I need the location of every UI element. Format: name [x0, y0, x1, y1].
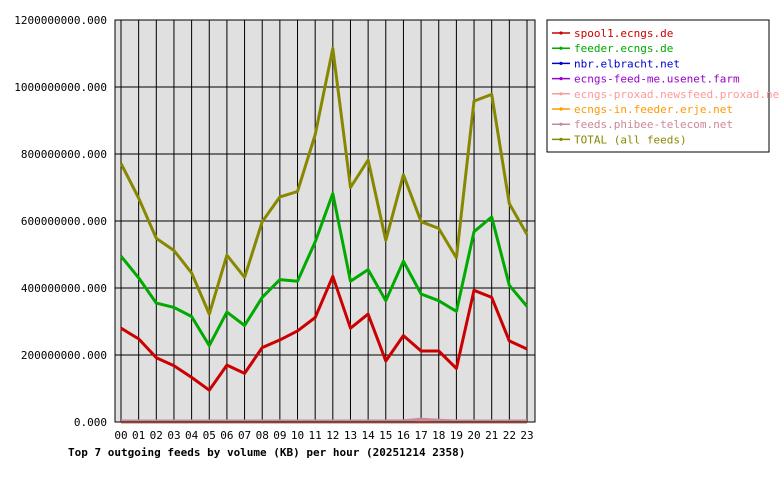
x-tick-label: 04 [185, 429, 199, 442]
series-line-spool1-ecngs-de [120, 274, 528, 392]
y-tick-label: 0.000 [74, 416, 107, 429]
x-tick-label: 03 [167, 429, 180, 442]
x-tick-label: 21 [485, 429, 498, 442]
x-tick-label: 23 [520, 429, 533, 442]
legend-marker [559, 31, 563, 35]
legend-box [546, 19, 770, 153]
x-tick-label: 00 [114, 429, 127, 442]
series-line-total-all-feeds- [119, 47, 529, 316]
legend: spool1.ecngs.de feeder.ecngs.de nbr.elbrac… [546, 19, 780, 153]
legend-label: spool1.ecngs.de [574, 27, 673, 40]
plot-frame [114, 19, 536, 423]
legend-marker [559, 107, 563, 111]
x-tick-label: 15 [379, 429, 392, 442]
series-line-feeds-phibee-telecom-net [121, 417, 527, 423]
x-tick-label: 07 [238, 429, 251, 442]
legend-marker [559, 137, 563, 141]
legend-label: feeds.phibee-telecom.net [574, 118, 733, 131]
x-tick-label: 16 [397, 429, 410, 442]
x-tick-label: 17 [414, 429, 427, 442]
x-tick-label: 10 [291, 429, 304, 442]
x-tick-label: 08 [256, 429, 269, 442]
y-tick-label: 400000000.000 [21, 282, 107, 295]
x-tick-label: 06 [220, 429, 233, 442]
x-axis-ticks: 00 01 02 03 04 05 06 07 08 09 10 11 12 13 14 15 16 17 18 19… [114, 429, 533, 442]
y-tick-label: 200000000.000 [21, 349, 107, 362]
y-tick-label: 1200000000.000 [14, 14, 107, 27]
chart-title: Top 7 outgoing feeds by volume (KB) per … [68, 446, 465, 459]
legend-label: ecngs-proxad.newsfeed.proxad.net [574, 88, 780, 101]
x-tick-label: 01 [132, 429, 145, 442]
y-tick-label: 800000000.000 [21, 148, 107, 161]
legend-label: ecngs-feed-me.usenet.farm [574, 73, 740, 86]
legend-marker [559, 122, 563, 126]
y-tick-label: 600000000.000 [21, 215, 107, 228]
x-tick-label: 20 [467, 429, 480, 442]
x-tick-label: 22 [503, 429, 516, 442]
x-tick-label: 13 [344, 429, 357, 442]
series-line-feeder-ecngs-de [119, 192, 529, 348]
x-tick-label: 09 [273, 429, 286, 442]
legend-label: feeder.ecngs.de [574, 42, 673, 55]
x-tick-label: 14 [362, 429, 376, 442]
y-tick-label: 1000000000.000 [14, 81, 107, 94]
x-tick-label: 02 [150, 429, 163, 442]
legend-label: nbr.elbracht.net [574, 57, 680, 70]
legend-marker [559, 46, 563, 50]
y-axis-ticks: 0.000 200000000.000 400000000.000 600000000… [14, 14, 107, 429]
x-tick-label: 19 [450, 429, 463, 442]
legend-marker [559, 61, 563, 65]
x-tick-label: 11 [309, 429, 322, 442]
legend-label: ecngs-in.feeder.erje.net [574, 103, 733, 116]
x-tick-label: 12 [326, 429, 339, 442]
legend-label: TOTAL (all feeds) [574, 133, 687, 146]
legend-marker [559, 77, 563, 81]
x-tick-label: 18 [432, 429, 445, 442]
x-tick-label: 05 [203, 429, 216, 442]
legend-marker [559, 92, 563, 96]
